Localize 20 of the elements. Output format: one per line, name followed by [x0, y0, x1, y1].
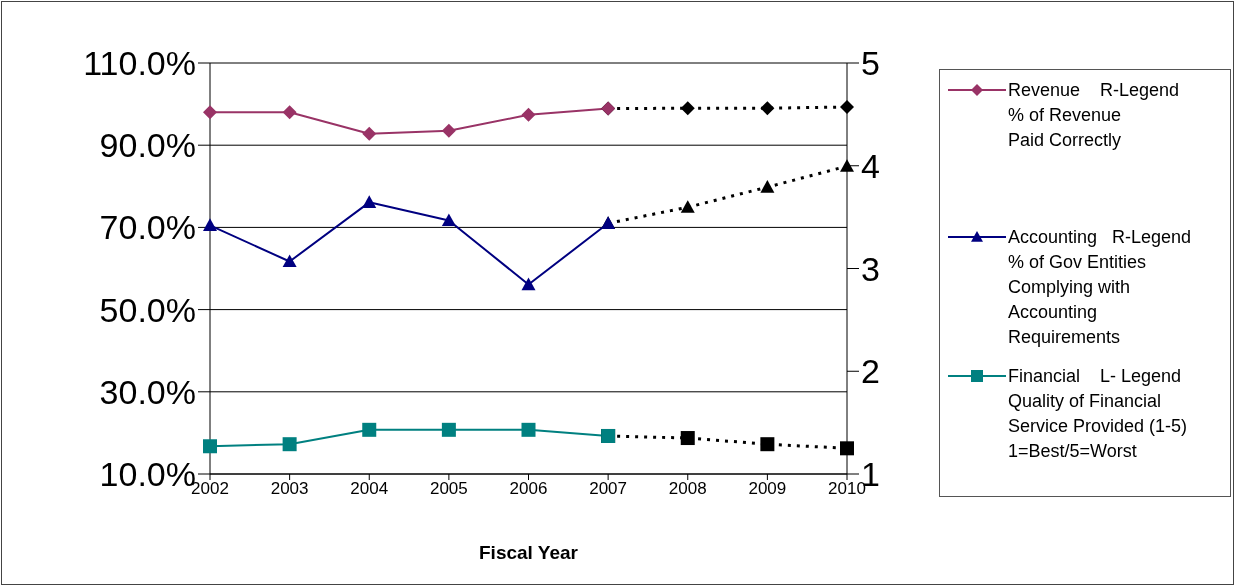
legend-label: Accounting R-Legend % of Gov Entities Complying with Accounting Requirements: [1008, 226, 1192, 349]
x-axis-title: Fiscal Year: [479, 542, 579, 563]
y-tick-label: 50.0%: [99, 290, 196, 329]
x-tick-label: 2003: [270, 479, 309, 499]
x-tick-label: 2006: [509, 479, 548, 499]
y2-tick-label: 3: [861, 249, 880, 288]
y-tick-label: 90.0%: [99, 126, 196, 165]
y-tick-label: 110.0%: [83, 44, 196, 83]
x-tick-label: 2008: [668, 479, 707, 499]
x-tick-label: 2009: [748, 479, 787, 499]
y2-tick-label: 4: [861, 146, 880, 185]
y2-tick-label: 2: [861, 352, 880, 391]
y-tick-label: 70.0%: [99, 208, 196, 247]
y2-tick-label: 5: [861, 44, 880, 83]
y-tick-label: 30.0%: [99, 372, 196, 411]
x-tick-label: 2005: [429, 479, 468, 499]
legend-label: Financial L- Legend Quality of Financial Service Provided (1-5) 1=Best/5=Worst: [1008, 365, 1188, 463]
x-tick-label: 2007: [589, 479, 628, 499]
x-tick-label: 2004: [350, 479, 389, 499]
legend-label: Revenue R-Legend % of Revenue Paid Correctly: [1008, 79, 1180, 152]
